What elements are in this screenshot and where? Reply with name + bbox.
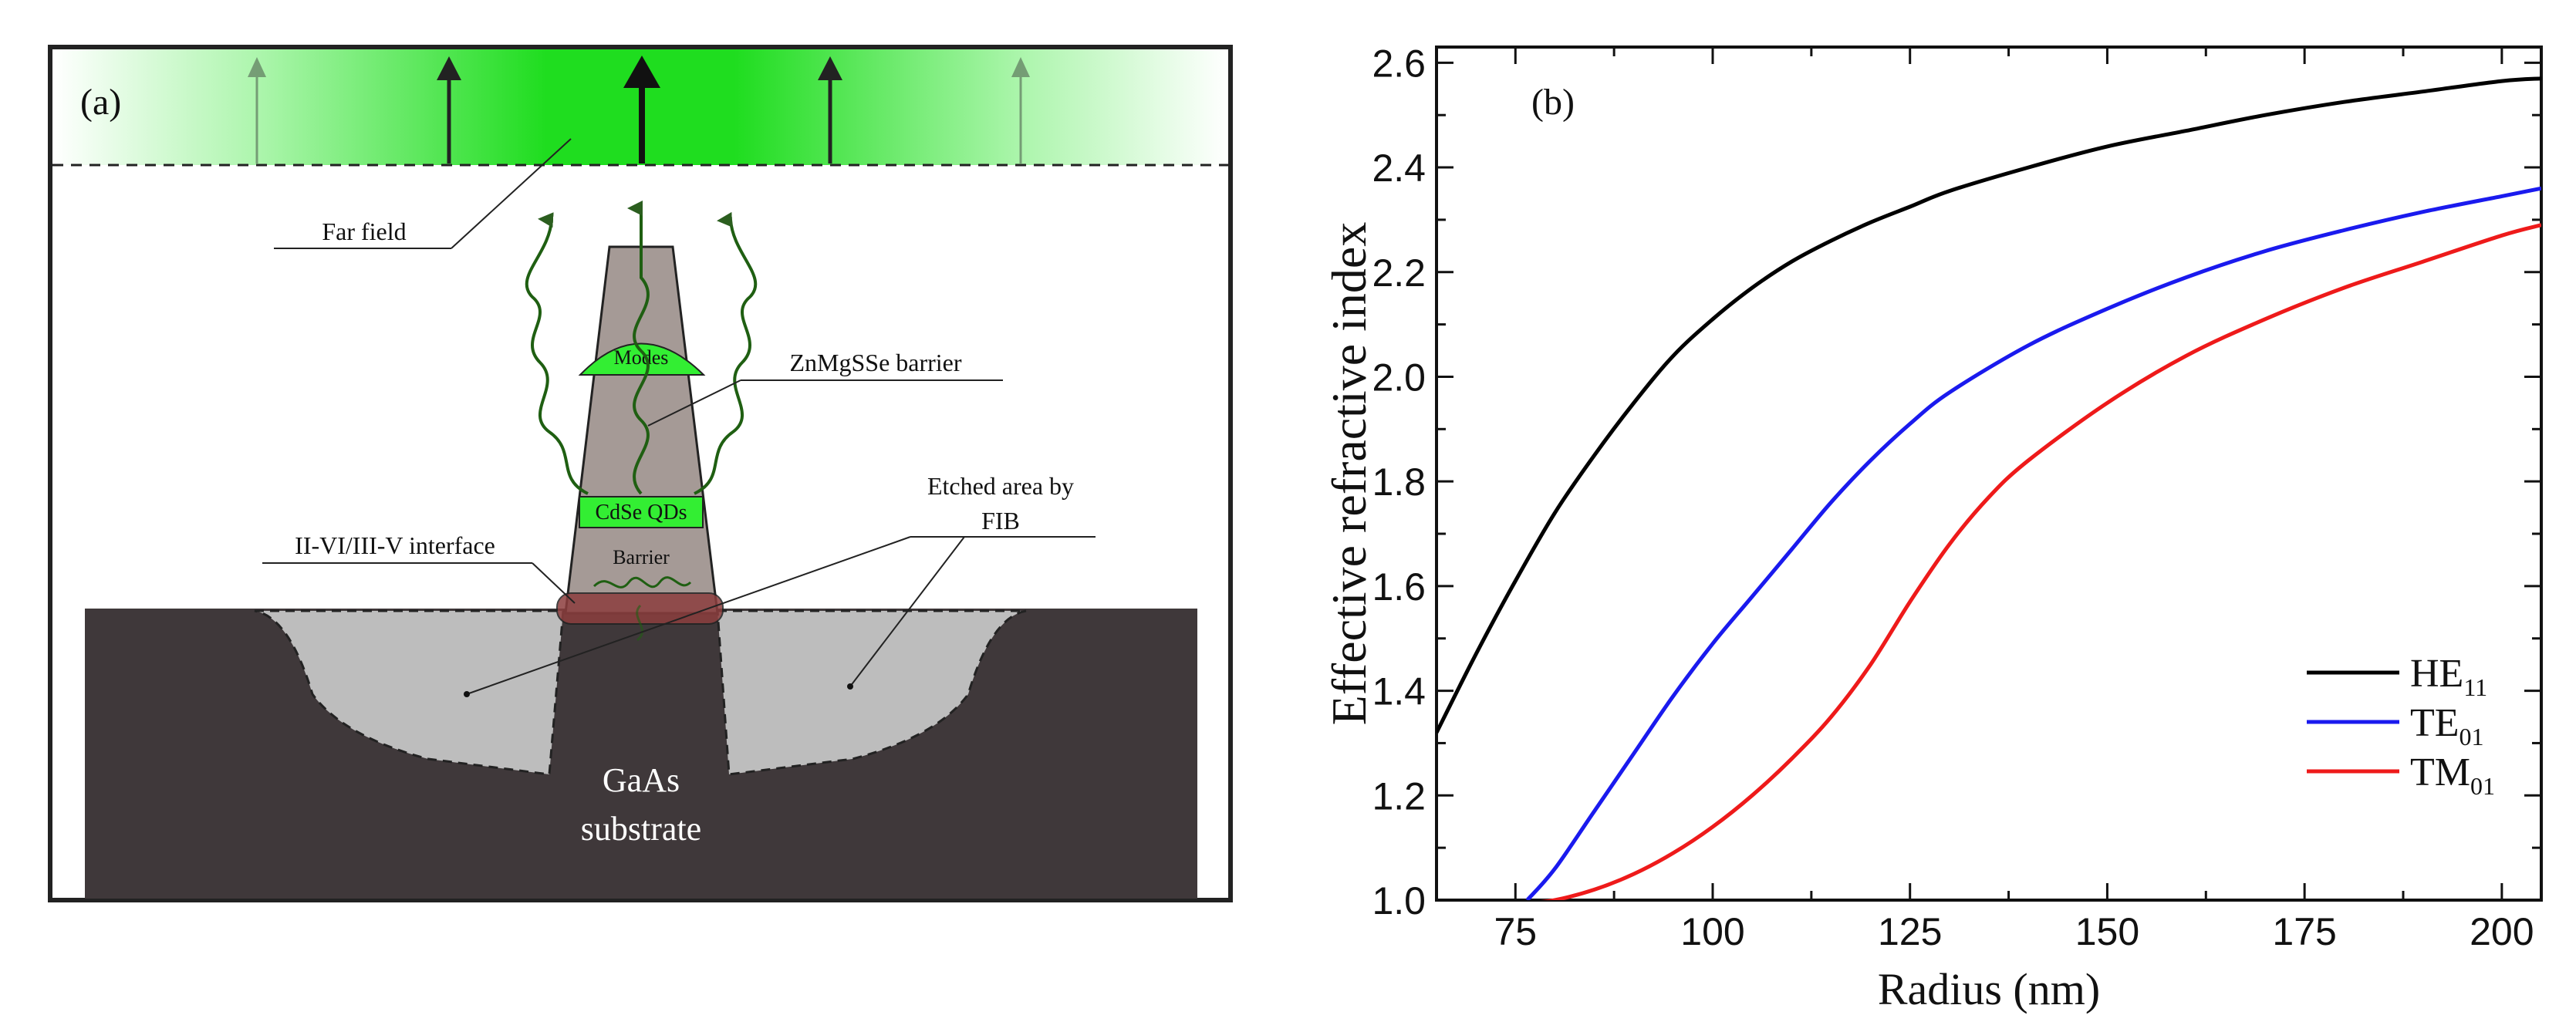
- y-tick-label: 1.4: [1372, 670, 1426, 713]
- x-tick-label: 150: [2075, 910, 2139, 953]
- wave-left: [525, 212, 589, 495]
- etched-label-line1: Etched area by: [927, 472, 1074, 500]
- wave-right: [694, 211, 758, 495]
- substrate-label-line2: substrate: [581, 810, 701, 848]
- emission-waves: [525, 201, 758, 642]
- panel-b-chart: 75 100 125 150 175 200 1.0 1.2 1.4 1.6 1.8 2.0 2.2 2.…: [1322, 42, 2543, 1014]
- arrow-inner-left: [437, 56, 461, 164]
- inner-barrier-label: Barrier: [613, 546, 670, 568]
- x-tick-label: 200: [2470, 910, 2534, 953]
- x-tick-label: 100: [1680, 910, 1744, 953]
- x-axis-label: Radius (nm): [1878, 964, 2100, 1014]
- curve-layer: [1437, 76, 2541, 900]
- y-tick-label: 2.0: [1372, 356, 1426, 399]
- plot-frame: [1435, 46, 2543, 902]
- arrow-inner-right: [818, 56, 842, 164]
- etched-area-left: [254, 609, 565, 776]
- arrow-outer-left: [248, 57, 266, 164]
- y-tick-label: 1.0: [1372, 879, 1426, 922]
- arrow-center: [623, 56, 660, 164]
- x-tick-label: 75: [1494, 910, 1537, 953]
- panel-b-label: (b): [1531, 82, 1575, 123]
- etched-area-right: [716, 609, 1027, 776]
- panel-a-label: (a): [80, 82, 121, 123]
- series-line-he11: [1437, 76, 2541, 734]
- x-tick-label: 125: [1878, 910, 1942, 953]
- y-tick-label: 1.2: [1372, 774, 1426, 818]
- y-tick-label: 1.8: [1372, 460, 1426, 504]
- y-tick-label: 2.2: [1372, 251, 1426, 295]
- y-tick-label: 2.4: [1372, 147, 1426, 190]
- legend-label: TM01: [2410, 750, 2495, 800]
- y-axis-label: Effective refractive index: [1322, 222, 1376, 726]
- interface-label: II-VI/III-V interface: [295, 531, 495, 559]
- etched-annotation: Etched area by FIB: [464, 472, 1096, 697]
- wave-down: [636, 604, 643, 642]
- tick-layer: 75 100 125 150 175 200 1.0 1.2 1.4 1.6 1.8 2.0 2.2 2.…: [1372, 42, 2541, 953]
- interface-region: [556, 592, 724, 625]
- series-line-te01: [1525, 186, 2541, 900]
- y-tick-label: 1.6: [1372, 565, 1426, 609]
- far-field-label: Far field: [322, 218, 406, 245]
- substrate-label-line1: GaAs: [603, 761, 680, 799]
- x-tick-label: 175: [2272, 910, 2336, 953]
- modes-region: [578, 342, 706, 376]
- y-tick-label: 2.6: [1372, 42, 1426, 85]
- panel-a: (a) Modes CdSe QDs Barrier Far field: [48, 45, 1233, 902]
- barrier-annotation: ZnMgSSe barrier: [647, 349, 1003, 427]
- arrow-outer-right: [1011, 57, 1030, 164]
- qd-layer: [579, 496, 704, 528]
- legend-label: HE11: [2410, 652, 2487, 701]
- interface-annotation: II-VI/III-V interface: [262, 531, 576, 604]
- qd-label: CdSe QDs: [595, 501, 687, 524]
- far-field-arrows: [248, 56, 1030, 164]
- gaas-substrate: [85, 609, 1197, 899]
- series-line-tm01: [1541, 223, 2541, 900]
- wave-center: [627, 201, 650, 495]
- far-field-annotation: Far field: [274, 138, 572, 249]
- etched-label-line2: FIB: [981, 507, 1020, 535]
- barrier-label: ZnMgSSe barrier: [789, 349, 961, 376]
- wave-local: [593, 576, 692, 589]
- legend-label: TE01: [2410, 701, 2484, 750]
